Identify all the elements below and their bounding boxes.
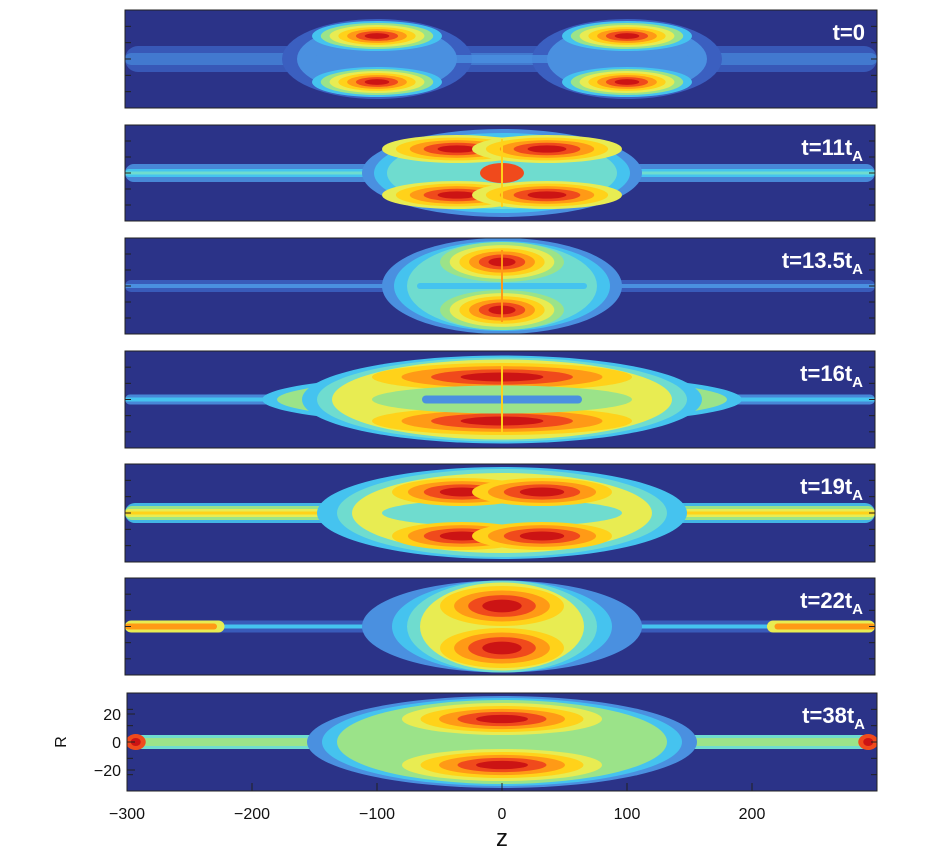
heatmap-panel: t=22tA	[124, 577, 876, 676]
x-tick-label: 0	[498, 806, 507, 823]
y-tick-label: 20	[103, 707, 121, 724]
panel-time-subscript: A	[852, 487, 863, 504]
x-axis-label: z	[496, 825, 508, 852]
panel-contours	[127, 693, 877, 791]
x-tick-label: −300	[109, 806, 145, 823]
x-tick-label: −100	[359, 806, 395, 823]
panel-time-label: t=38tA	[802, 703, 865, 733]
x-tick-label: −200	[234, 806, 270, 823]
panel-time-main: t=0	[833, 20, 865, 45]
heatmap-panel: t=13.5tA	[124, 237, 876, 335]
panel-time-label: t=11tA	[801, 135, 863, 165]
x-tick-label: 100	[614, 806, 641, 823]
panel-contours	[125, 351, 875, 448]
panel-time-label: t=22tA	[800, 588, 863, 618]
panel-time-subscript: A	[852, 374, 863, 391]
heatmap-panel: t=11tA	[124, 124, 876, 222]
panel-time-main: t=22t	[800, 588, 853, 613]
heatmap-panel: t=0	[124, 9, 878, 109]
panel-time-label: t=0	[833, 20, 865, 45]
panel-contours	[125, 10, 877, 108]
panel-time-main: t=16t	[800, 361, 853, 386]
y-tick-label: −20	[94, 763, 121, 780]
panel-time-subscript: A	[852, 601, 863, 618]
x-tick-label: 200	[739, 806, 766, 823]
panel-time-subscript: A	[852, 148, 863, 165]
heatmap-panel: t=38tA	[126, 692, 878, 792]
panel-contours	[125, 125, 875, 221]
y-axis-label: R	[53, 736, 70, 748]
panel-time-subscript: A	[852, 261, 863, 278]
panel-time-main: t=19t	[800, 474, 853, 499]
panel-time-main: t=38t	[802, 703, 855, 728]
y-tick-label: 0	[112, 735, 121, 752]
panel-contours	[125, 464, 875, 562]
panel-time-main: t=13.5t	[782, 248, 853, 273]
panel-contours	[125, 578, 875, 675]
panel-time-subscript: A	[854, 716, 865, 733]
panel-time-label: t=19tA	[800, 474, 863, 504]
panel-time-label: t=16tA	[800, 361, 863, 391]
panel-contours	[125, 238, 875, 334]
heatmap-panel: t=19tA	[124, 463, 876, 563]
heatmap-panel: t=16tA	[124, 350, 876, 449]
panel-time-label: t=13.5tA	[782, 248, 863, 278]
panels-group: t=0t=11tAt=13.5tAt=16tAt=19tAt=22tAt=38t…	[124, 9, 878, 792]
panel-time-main: t=11t	[801, 135, 852, 160]
